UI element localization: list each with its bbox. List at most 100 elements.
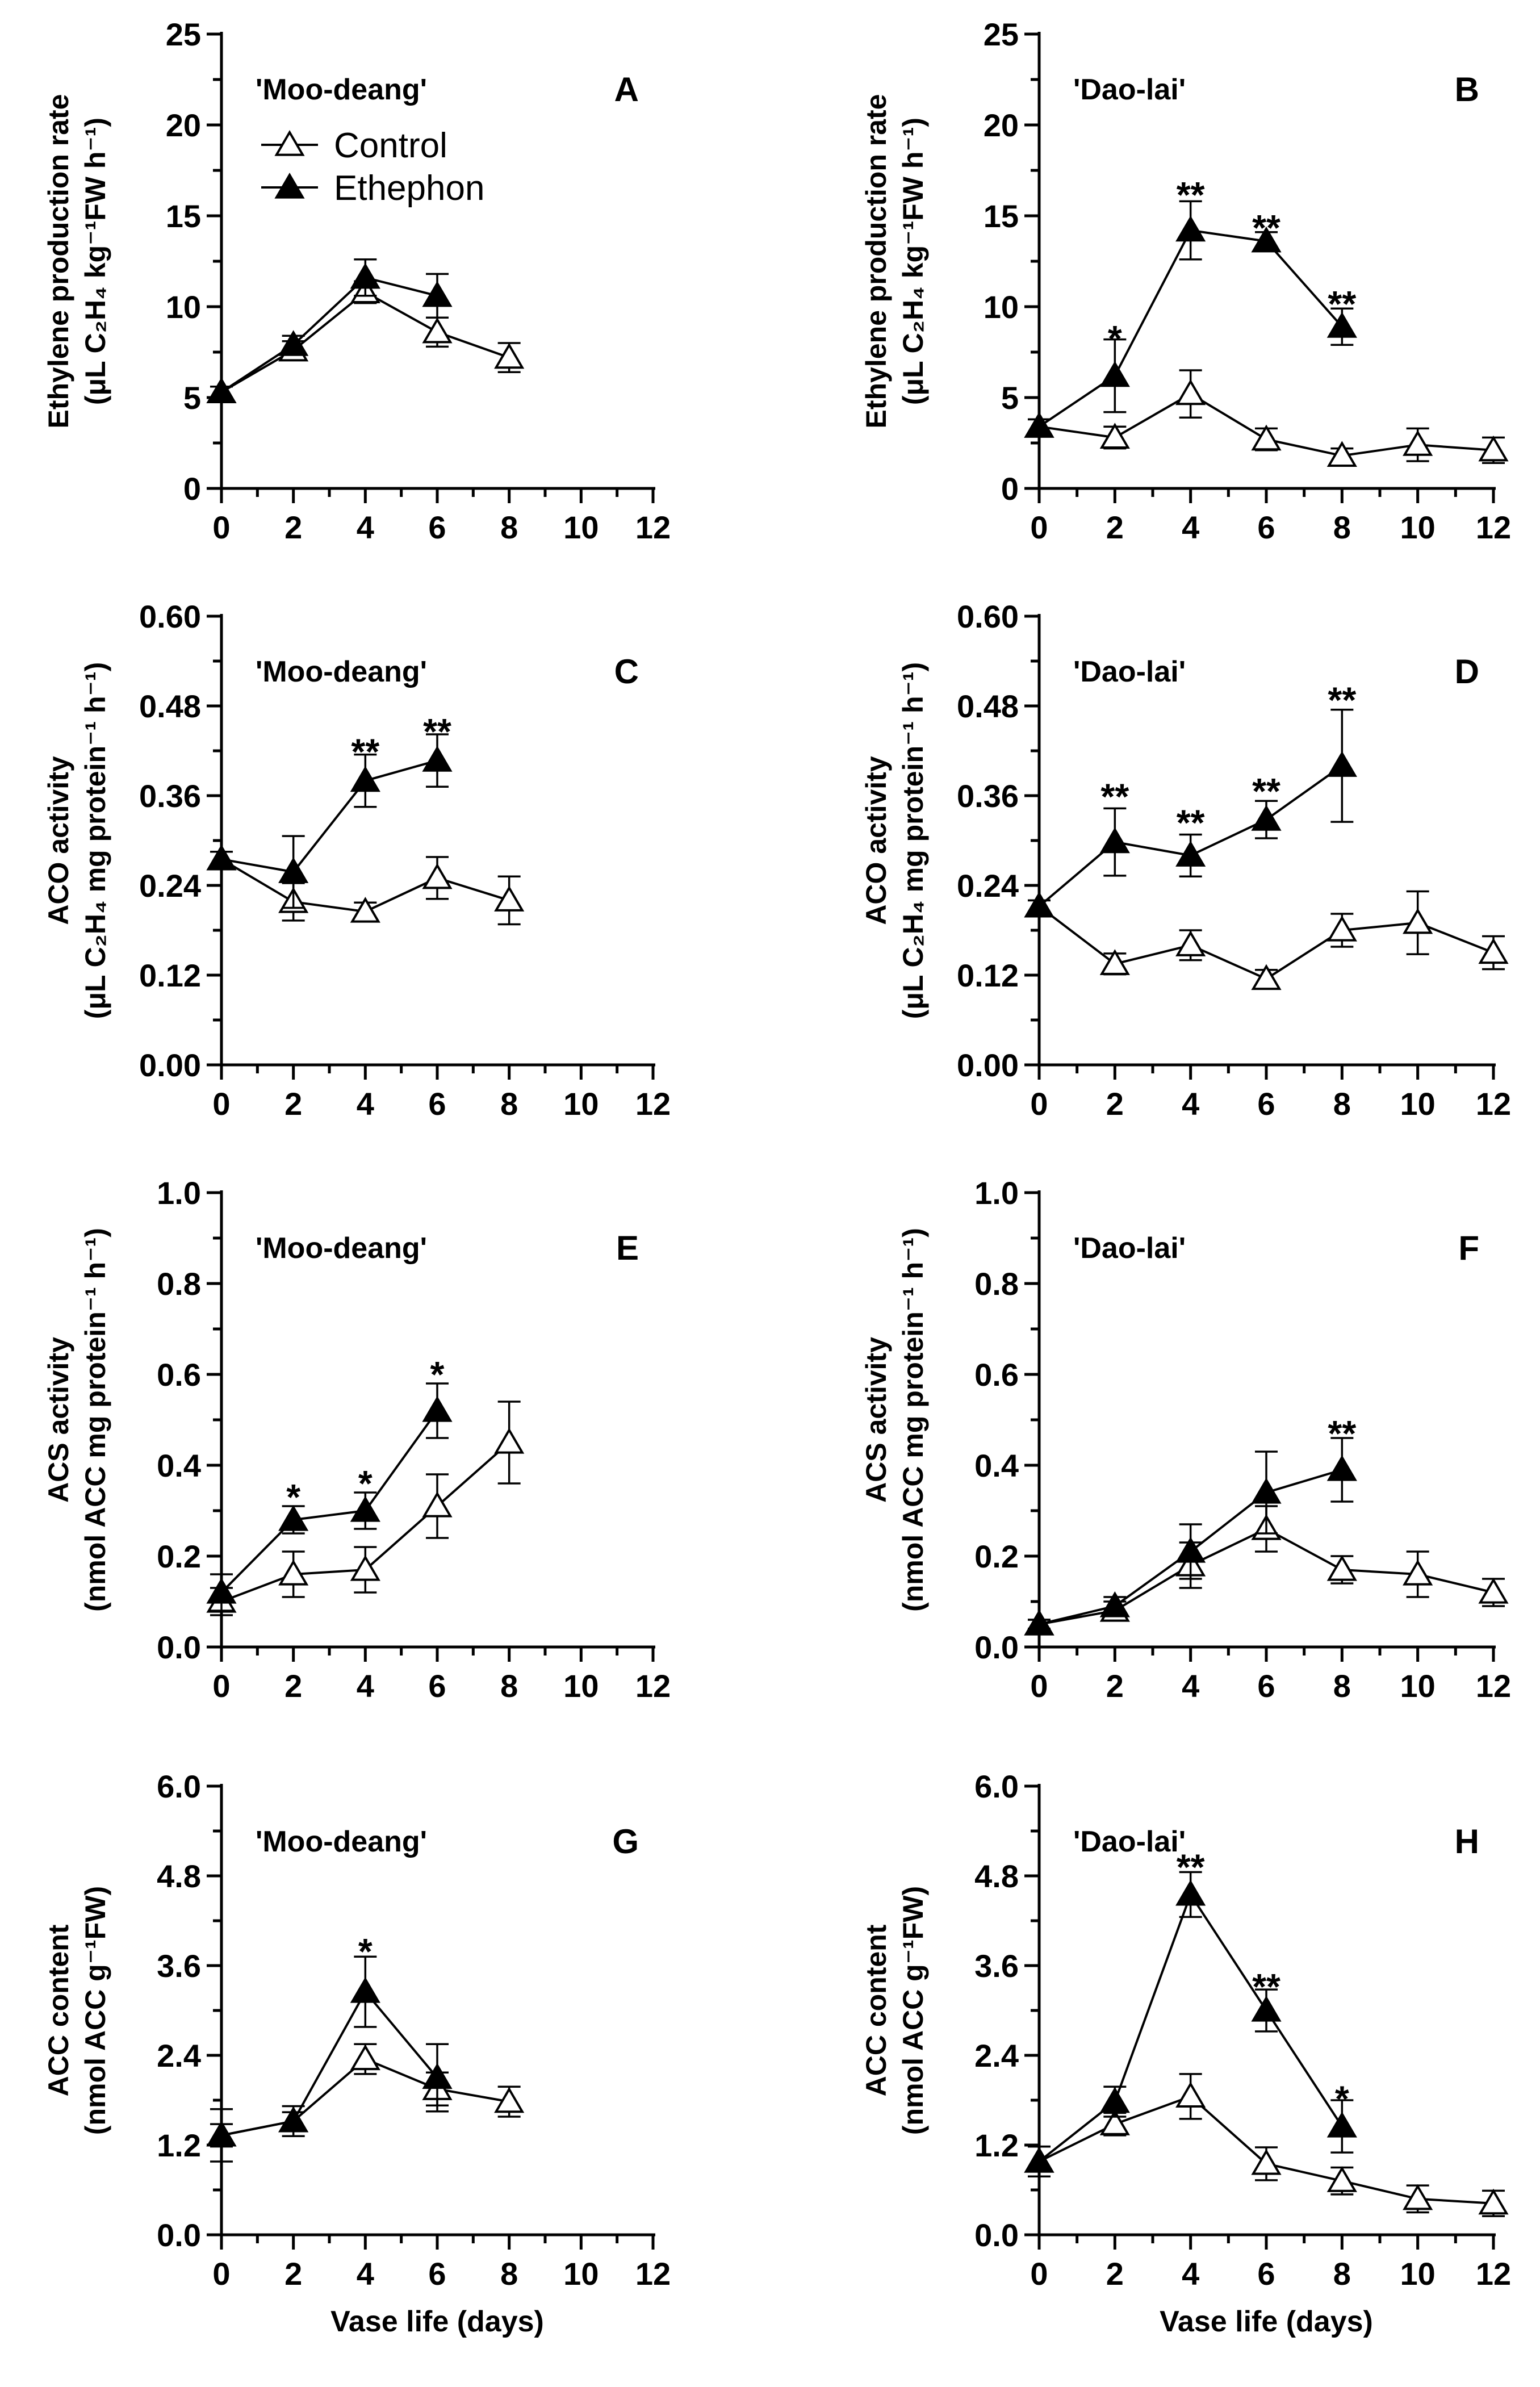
- x-tick-label: 0: [212, 509, 230, 545]
- series-ethephon: [206, 1382, 453, 1612]
- significance-marker: *: [1108, 318, 1122, 359]
- significance-marker: **: [1328, 283, 1356, 324]
- y-axis-label: ACS activity: [43, 1337, 74, 1503]
- data-point: [1024, 1610, 1054, 1636]
- significance-marker: **: [1328, 1413, 1356, 1454]
- y-tick-label: 3.6: [974, 1948, 1019, 1984]
- data-point: [1175, 379, 1206, 406]
- y-axis-label: ACS activity: [860, 1337, 892, 1503]
- cultivar-label: 'Dao-lai': [1073, 1232, 1186, 1265]
- y-tick-label: 0: [183, 471, 201, 507]
- x-tick-label: 10: [563, 2256, 599, 2292]
- x-tick-label: 8: [500, 509, 518, 545]
- series-line: [220, 1410, 438, 1594]
- data-point: [1478, 2188, 1509, 2215]
- y-axis-label: Ethylene production rate: [860, 94, 892, 429]
- cultivar-label: 'Moo-deang': [256, 655, 427, 688]
- x-tick-label: 10: [1400, 1086, 1436, 1122]
- x-tick-label: 2: [1106, 2256, 1124, 2292]
- x-tick-label: 6: [428, 1086, 446, 1122]
- x-tick-label: 12: [635, 2256, 671, 2292]
- y-tick-label: 0.8: [157, 1266, 201, 1302]
- series-control: [206, 277, 525, 403]
- y-axis-label: ACO activity: [43, 756, 74, 925]
- significance-marker: *: [358, 1931, 373, 1972]
- data-point: [1099, 949, 1130, 975]
- data-point: [206, 844, 237, 871]
- x-tick-label: 6: [1257, 1668, 1275, 1704]
- x-tick-label: 6: [428, 509, 446, 545]
- data-point: [1478, 435, 1509, 462]
- data-point: [1099, 2109, 1130, 2135]
- y-tick-label: 0.48: [139, 688, 201, 724]
- y-tick-label: 2.4: [974, 2038, 1019, 2074]
- data-point: [1326, 915, 1357, 942]
- data-point: [1251, 1478, 1282, 1504]
- x-tick-label: 0: [212, 2256, 230, 2292]
- data-point: [206, 2120, 237, 2147]
- cultivar-label: 'Moo-deang': [256, 1825, 427, 1858]
- y-tick-label: 0.0: [157, 2217, 201, 2253]
- panel-letter: C: [614, 653, 639, 691]
- y-tick-label: 0.6: [974, 1357, 1019, 1393]
- series-ethephon: [1024, 200, 1357, 438]
- series-control: [206, 844, 525, 926]
- y-tick-label: 25: [166, 16, 201, 52]
- panel-letter: A: [614, 70, 639, 108]
- data-point: [278, 330, 309, 356]
- significance-marker: *: [430, 1354, 445, 1395]
- legend-label-control: Control: [334, 126, 447, 165]
- x-tick-label: 12: [1476, 1668, 1511, 1704]
- data-point: [278, 2106, 309, 2133]
- y-axis-label: ACC content: [43, 1924, 74, 2096]
- x-tick-label: 12: [635, 509, 671, 545]
- x-tick-label: 6: [428, 2256, 446, 2292]
- y-axis-unit-label: (μL C₂H₄ mg protein⁻¹ h⁻¹): [897, 662, 929, 1019]
- data-point: [494, 2087, 525, 2113]
- panel-h: 0.0 1.2 2.4 3.6 4.8 6.0 0 2 4 6 8 10 12 ACC content (n…: [860, 1769, 1511, 2338]
- y-tick-label: 0.4: [157, 1448, 201, 1483]
- data-point: [1175, 1537, 1206, 1563]
- x-tick-label: 12: [1476, 2256, 1511, 2292]
- data-point: [1099, 2087, 1130, 2113]
- series-line: [220, 290, 510, 394]
- data-point: [1175, 215, 1206, 242]
- y-axis-unit-label: (μL C₂H₄ kg⁻¹FW h⁻¹): [897, 118, 929, 405]
- data-point: [206, 377, 237, 403]
- significance-marker: **: [1328, 680, 1356, 721]
- data-point: [1251, 805, 1282, 831]
- data-point: [1024, 412, 1054, 438]
- x-tick-label: 10: [563, 509, 599, 545]
- y-tick-label: 0.00: [139, 1047, 201, 1083]
- x-tick-label: 8: [1333, 1086, 1351, 1122]
- significance-marker: **: [1252, 207, 1280, 248]
- x-tick-label: 0: [1030, 1668, 1048, 1704]
- data-point: [1024, 2146, 1054, 2173]
- data-point: [1326, 2112, 1357, 2138]
- series-control: [206, 1401, 525, 1616]
- x-tick-label: 4: [1182, 1086, 1199, 1122]
- y-tick-label: 0.36: [139, 778, 201, 814]
- x-tick-label: 12: [1476, 1086, 1511, 1122]
- y-tick-label: 0.4: [974, 1448, 1019, 1483]
- significance-marker: **: [1177, 174, 1205, 215]
- y-tick-label: 0.6: [157, 1357, 201, 1393]
- panel-f: 0.0 0.2 0.4 0.6 0.8 1.0 0 2 4 6 8 10 12 ACS activity(…: [860, 1175, 1511, 1704]
- significance-marker: **: [1252, 1966, 1280, 2007]
- x-tick-label: 4: [357, 509, 374, 545]
- y-tick-label: 2.4: [157, 2038, 201, 2074]
- data-point: [1251, 1996, 1282, 2022]
- panel-letter: E: [616, 1229, 639, 1267]
- y-axis-unit-label: (μL C₂H₄ mg protein⁻¹ h⁻¹): [79, 662, 111, 1019]
- x-tick-label: 8: [500, 1086, 518, 1122]
- y-axis-label: Ethylene production rate: [43, 94, 74, 429]
- x-tick-label: 4: [357, 1668, 374, 1704]
- legend-label-ethephon: Ethephon: [334, 169, 484, 208]
- data-point: [494, 342, 525, 369]
- y-tick-label: 6.0: [974, 1769, 1019, 1804]
- data-point: [1251, 226, 1282, 253]
- panel-letter: D: [1455, 653, 1479, 691]
- x-tick-label: 6: [1257, 509, 1275, 545]
- y-tick-label: 1.2: [157, 2127, 201, 2163]
- data-point: [1024, 891, 1054, 918]
